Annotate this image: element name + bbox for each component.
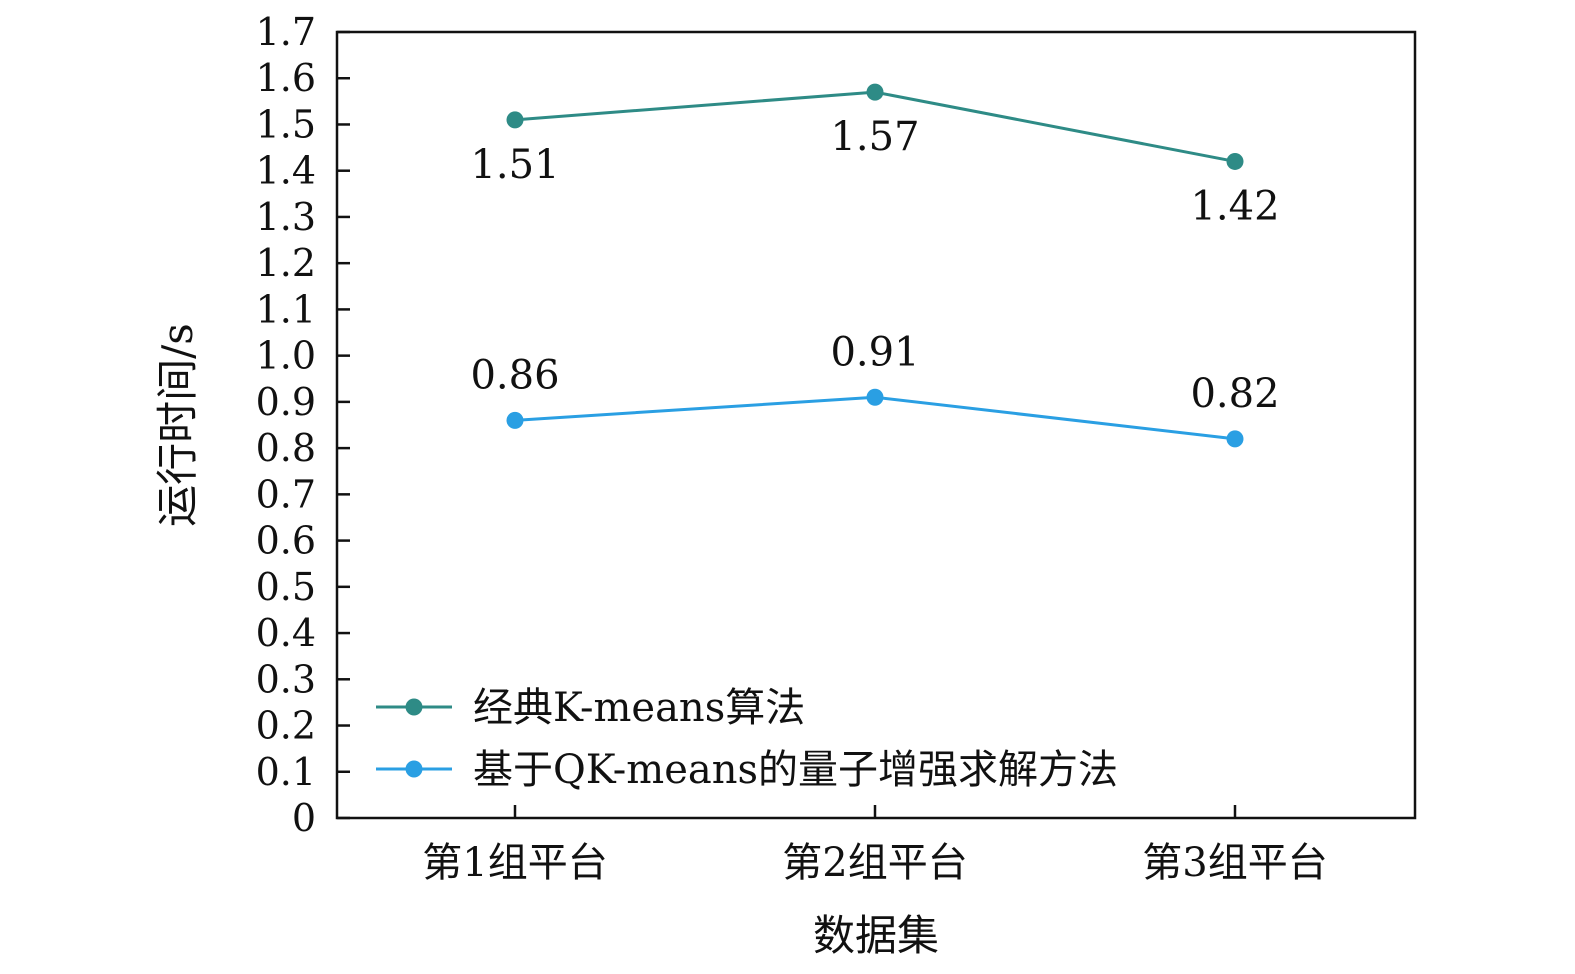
plot-frame [335,30,1417,820]
data-point [866,388,884,406]
data-label: 1.51 [470,142,559,188]
y-tick-label: 0.9 [256,380,316,424]
y-tick-label: 0 [292,796,316,840]
y-tick-label: 0.6 [256,519,316,563]
y-tick-label: 1.3 [256,195,316,239]
data-label: 0.86 [470,352,559,398]
y-tick-label: 0.2 [256,704,316,748]
y-axis-title: 运行时间/s [153,323,202,527]
data-point [506,411,524,429]
data-label: 0.82 [1190,371,1279,417]
legend-item: 经典K-means算法 [376,685,805,731]
legend-marker [405,760,423,778]
y-tick-label: 0.7 [256,472,316,516]
y-tick-label: 0.5 [256,565,316,609]
x-axis-title: 数据集 [813,911,939,960]
y-tick-label: 1.0 [256,334,316,378]
series-layer: 1.51 1.57 1.42 0.86 0.91 0.82 [470,83,1280,448]
legend-marker [405,698,423,716]
y-tick-label: 0.8 [256,426,316,470]
data-point [866,83,884,101]
data-point [1226,430,1244,448]
y-tick-label: 0.4 [256,611,316,655]
y-tick-label: 1.6 [256,56,316,100]
legend-item: 基于QK-means的量子增强求解方法 [376,747,1118,793]
y-tick-label: 0.1 [256,750,316,794]
y-tick-label: 1.4 [256,149,316,193]
y-axis-ticks: 00.10.20.30.40.50.60.70.80.91.01.11.21.3… [256,10,350,840]
x-tick-label: 第1组平台 [422,840,607,886]
y-tick-label: 1.2 [256,241,316,285]
legend-label: 经典K-means算法 [473,685,805,731]
y-tick-label: 0.3 [256,657,316,701]
data-label: 0.91 [830,329,919,375]
data-point [506,111,524,129]
data-label: 1.57 [830,114,919,160]
x-tick-label: 第3组平台 [1142,840,1327,886]
x-tick-label: 第2组平台 [782,840,967,886]
x-axis-ticks: 第1组平台 第2组平台 第3组平台 [422,805,1328,886]
y-tick-label: 1.7 [256,10,316,54]
data-point [1226,152,1244,170]
data-label: 1.42 [1190,183,1279,229]
y-tick-label: 1.5 [256,102,316,146]
series-1: 1.51 1.57 1.42 [470,83,1280,229]
y-tick-label: 1.1 [256,287,316,331]
series-2: 0.86 0.91 0.82 [470,329,1280,448]
legend-label: 基于QK-means的量子增强求解方法 [473,747,1118,793]
